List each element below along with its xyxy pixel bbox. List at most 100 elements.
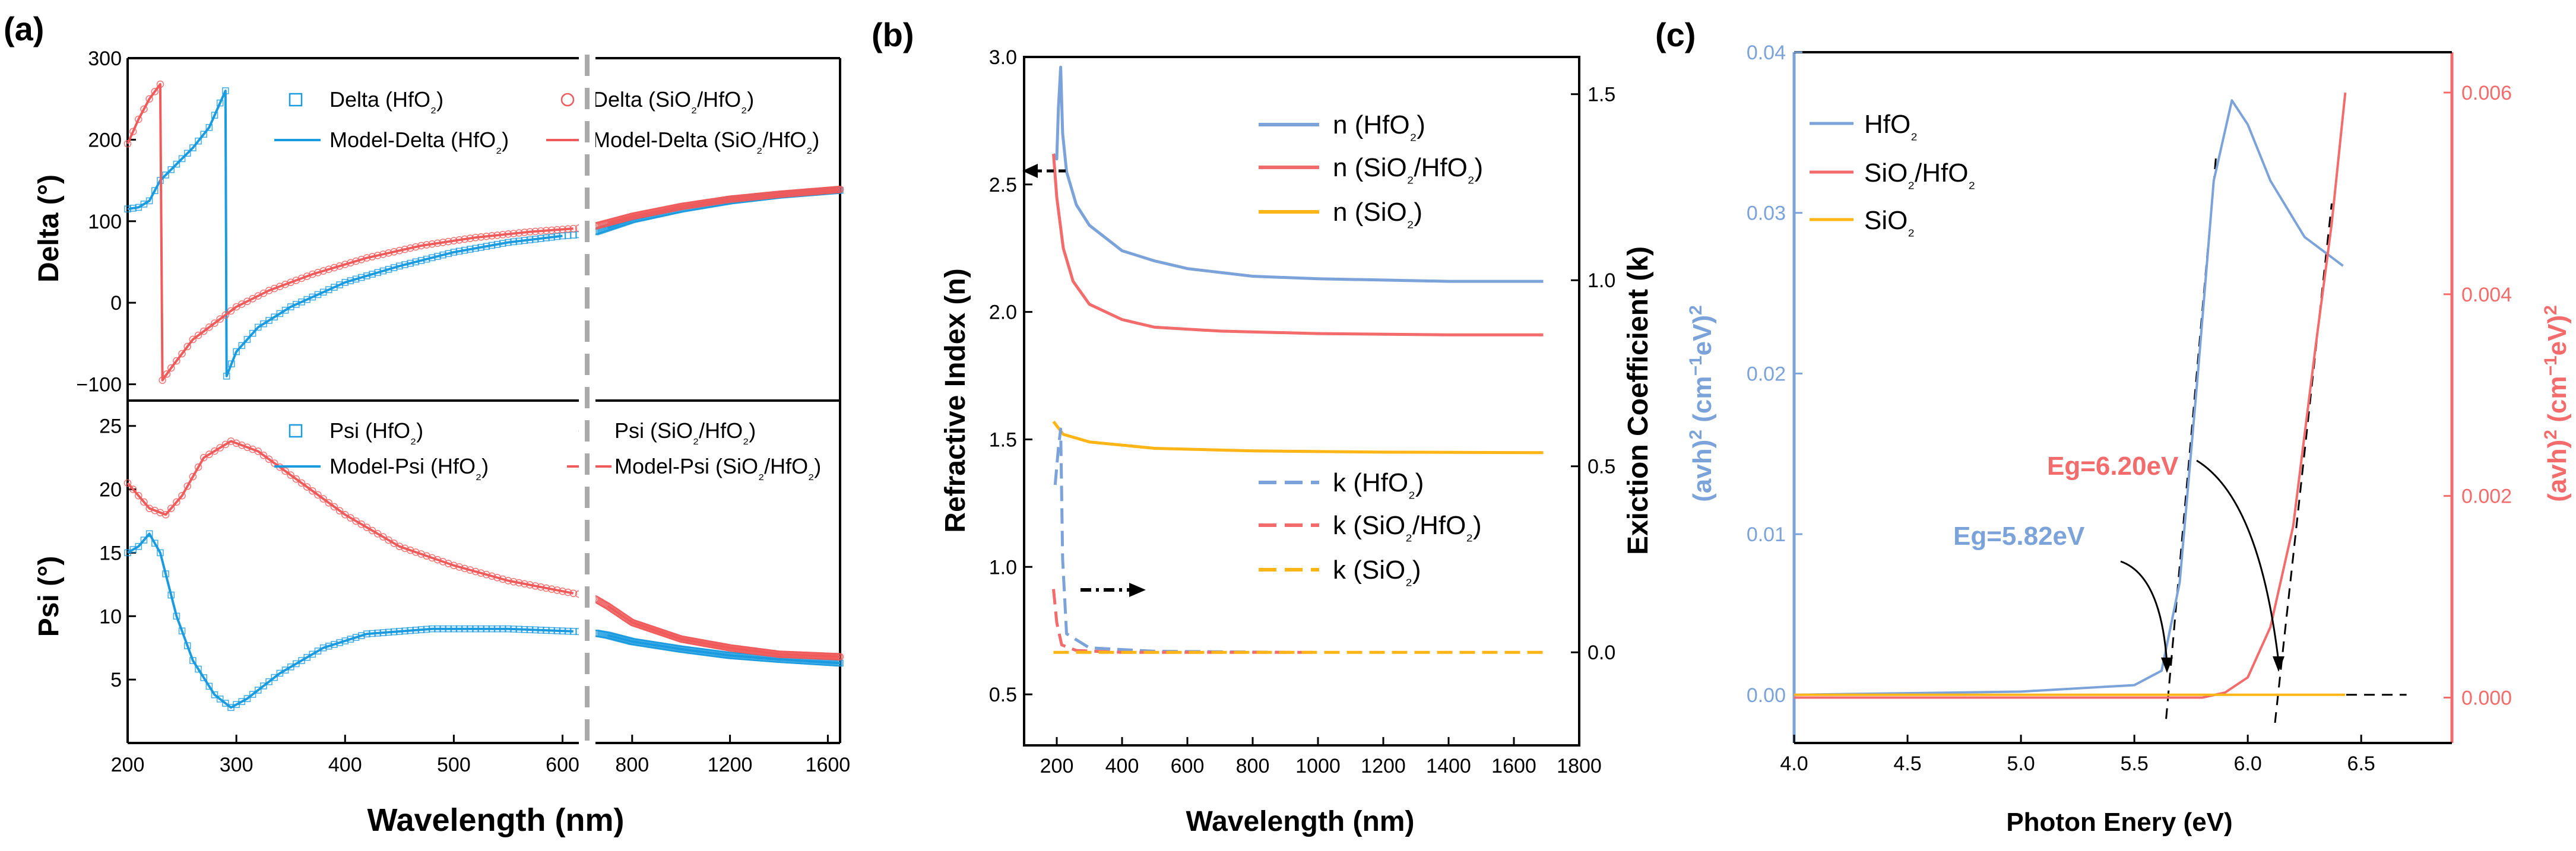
legend-c: HfO₂ SiO₂/HfO₂ SiO₂ (1810, 110, 1975, 239)
data-marker-circle (265, 455, 273, 463)
arrow-left-annotation (1022, 164, 1066, 178)
data-marker-square (319, 288, 327, 296)
data-marker-square (200, 674, 207, 681)
data-marker-square (167, 166, 175, 173)
data-marker-circle (221, 440, 230, 449)
arrow-head (2161, 658, 2173, 673)
data-marker-circle (281, 467, 289, 475)
arrow-right-annotation (1081, 583, 1146, 597)
legend-label: n (SiO₂/HfO₂) (1333, 153, 1483, 186)
data-marker-circle (287, 471, 294, 479)
data-marker-circle (135, 115, 142, 123)
data-marker-circle (390, 539, 398, 547)
chart-b-refractive: 0.5 1.0 1.5 2.0 2.5 3.0 0.0 0.5 1.0 1.5 200 400 600 8… (940, 46, 1654, 837)
x-tick-label: 1800 (1557, 755, 1602, 777)
legend-label: SiO₂/HfO₂ (1864, 158, 1975, 192)
y2-tick-label: 1.0 (1588, 269, 1615, 292)
data-marker-square (254, 687, 262, 694)
arrow-right-head (1129, 583, 1146, 597)
x-axis-title-c: Photon Enery (eV) (2006, 808, 2232, 837)
data-marker-square (336, 281, 343, 288)
data-marker-circle (123, 479, 132, 487)
legend-label: k (SiO₂/HfO₂) (1333, 511, 1482, 544)
x-tick-label: 500 (437, 754, 471, 776)
y2-axis-title-right: (avh)2 (cm−1eV)2 (2541, 305, 2572, 502)
chart-a-delta: −100 0 100 200 300 Delta (°) Delta (HfO₂) De… (33, 47, 844, 402)
data-marker-circle (140, 498, 148, 506)
model-line (126, 83, 573, 382)
data-marker-circle (352, 517, 360, 525)
x-tick-label: 800 (1236, 755, 1270, 777)
data-marker-square (271, 674, 278, 681)
x-tick-label: 1600 (806, 754, 851, 776)
x-tick-label: 300 (220, 754, 254, 776)
y-tick-label: 25 (99, 415, 122, 438)
legend-label: Model-Psi (HfO₂) (329, 454, 489, 482)
data-marker-square (162, 172, 169, 179)
x-tick-label: 4.5 (1893, 752, 1921, 775)
data-marker-square (238, 342, 246, 350)
legend-label: Model-Delta (HfO₂) (329, 128, 509, 156)
x-tick-label: 600 (546, 754, 579, 776)
data-marker-circle (129, 128, 137, 135)
y-tick-label: 0.03 (1747, 202, 1786, 225)
legend-label: Model-Psi (SiO₂/HfO₂) (614, 454, 821, 482)
model-line (126, 532, 573, 709)
x-tick-label: 5.5 (2120, 752, 2148, 775)
y-tick-label: 2.5 (989, 174, 1017, 196)
data-marker-circle (319, 495, 327, 503)
data-marker-circle (123, 139, 132, 148)
y-tick-label: 10 (99, 605, 122, 628)
y-tick-label: 1.0 (989, 556, 1017, 579)
x-tick-label: 600 (1171, 755, 1205, 777)
data-marker-square (195, 137, 202, 145)
x-tick-label: 1200 (708, 754, 753, 776)
legend-label: Model-Delta (SiO₂/HfO₂) (592, 128, 819, 156)
data-marker-circle (167, 364, 175, 372)
legend-marker-square (289, 424, 303, 438)
data-marker-circle (325, 498, 333, 507)
data-marker-circle (173, 357, 180, 365)
data-marker-square (195, 665, 202, 673)
data-marker-circle (309, 487, 316, 495)
legend-label: n (SiO₂) (1333, 198, 1422, 231)
model-line (607, 188, 841, 224)
legend-marker-circle (560, 93, 575, 107)
y-axis-title-psi: Psi (°) (33, 556, 65, 637)
data-marker-circle (145, 95, 153, 103)
legend-label: Delta (HfO₂) (329, 87, 443, 116)
data-marker-circle (227, 307, 235, 315)
data-marker-square (173, 160, 180, 168)
data-marker-circle (363, 523, 371, 532)
data-marker-square (260, 682, 267, 690)
data-marker-circle (330, 503, 338, 511)
y2-tick-label: 0.0 (1588, 642, 1615, 664)
bandgap-label-sio2hfo2: Eg=6.20eV (2047, 452, 2179, 481)
series-line (1053, 427, 1286, 654)
x-tick-label: 1600 (1491, 755, 1536, 777)
y-tick-label: 0.01 (1747, 523, 1786, 546)
legend-label: SiO₂ (1864, 206, 1915, 239)
data-marker-square (140, 536, 148, 544)
x-tick-label: 800 (615, 754, 649, 776)
x-axis-title-b: Wavelength (nm) (1186, 806, 1415, 837)
data-marker-square (331, 284, 338, 291)
y2-tick-label: 1.5 (1588, 84, 1615, 106)
data-marker-circle (205, 450, 213, 458)
data-marker-circle (167, 504, 175, 512)
data-marker-circle (178, 491, 186, 500)
data-marker-circle (259, 451, 268, 459)
y-tick-label: 0 (110, 292, 122, 315)
plot-frame (1023, 56, 1580, 747)
y-tick-label: −100 (76, 374, 122, 396)
data-marker-circle (194, 463, 202, 471)
data-marker-circle (368, 526, 376, 535)
data-marker-circle (221, 311, 230, 319)
data-marker-square (298, 298, 305, 306)
x-tick-label: 200 (111, 754, 145, 776)
data-marker-circle (189, 335, 197, 344)
y-tick-label: 0.04 (1747, 42, 1786, 64)
bandgap-label-hfo2: Eg=5.82eV (1953, 522, 2085, 551)
data-marker-square (265, 678, 273, 685)
